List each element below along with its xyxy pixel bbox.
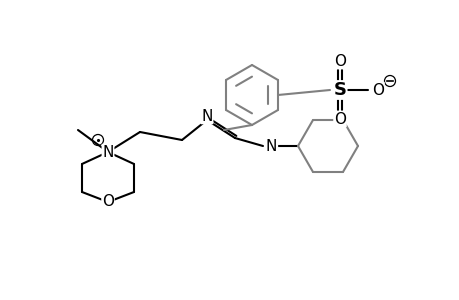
Text: N: N (265, 139, 277, 154)
Text: N: N (102, 145, 113, 160)
Text: O: O (333, 53, 345, 68)
Text: O: O (371, 82, 383, 98)
Text: O: O (333, 112, 345, 127)
Text: O: O (102, 194, 114, 209)
Text: S: S (333, 81, 346, 99)
Text: N: N (201, 109, 212, 124)
